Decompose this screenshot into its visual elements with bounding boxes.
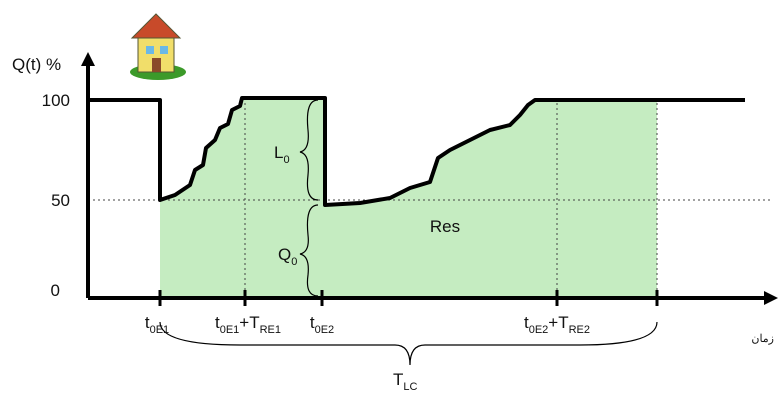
y-tick-label: 100 [42, 91, 70, 110]
subscript: RE2 [569, 324, 590, 336]
subscript: 0 [283, 154, 289, 166]
x-marker-label: t0E1 [145, 313, 169, 336]
y-axis-label: Q(t) % [12, 55, 61, 74]
resilience-label: Res [430, 217, 460, 236]
x-axis-label: زمان [751, 333, 774, 345]
diagram: Q(t) % 100 50 0 زمان Res L0 Q0 TLC t0E1t… [0, 0, 778, 394]
text-part: T [393, 370, 403, 389]
x-arrow [764, 291, 778, 305]
text-part: +T [548, 313, 568, 332]
subscript: LC [403, 381, 417, 393]
y-tick-label: 0 [51, 281, 60, 300]
y-tick-label: 50 [51, 191, 70, 210]
subscript: 0E1 [150, 324, 170, 336]
text-part: Q [278, 245, 291, 264]
subscript: 0E2 [315, 324, 335, 336]
y-arrow [81, 52, 95, 66]
text-part: +T [239, 313, 259, 332]
text-part: L [274, 143, 283, 162]
span-label: TLC [393, 370, 418, 393]
x-marker-label: t0E2+TRE2 [524, 313, 590, 336]
subscript: 0E1 [220, 324, 240, 336]
subscript: 0 [291, 256, 297, 268]
x-marker-label: t0E1+TRE1 [215, 313, 281, 336]
house-icon [130, 14, 186, 80]
resilience-area [160, 98, 657, 298]
x-marker-label: t0E2 [310, 313, 334, 336]
subscript: 0E2 [529, 324, 549, 336]
subscript: RE1 [260, 324, 281, 336]
